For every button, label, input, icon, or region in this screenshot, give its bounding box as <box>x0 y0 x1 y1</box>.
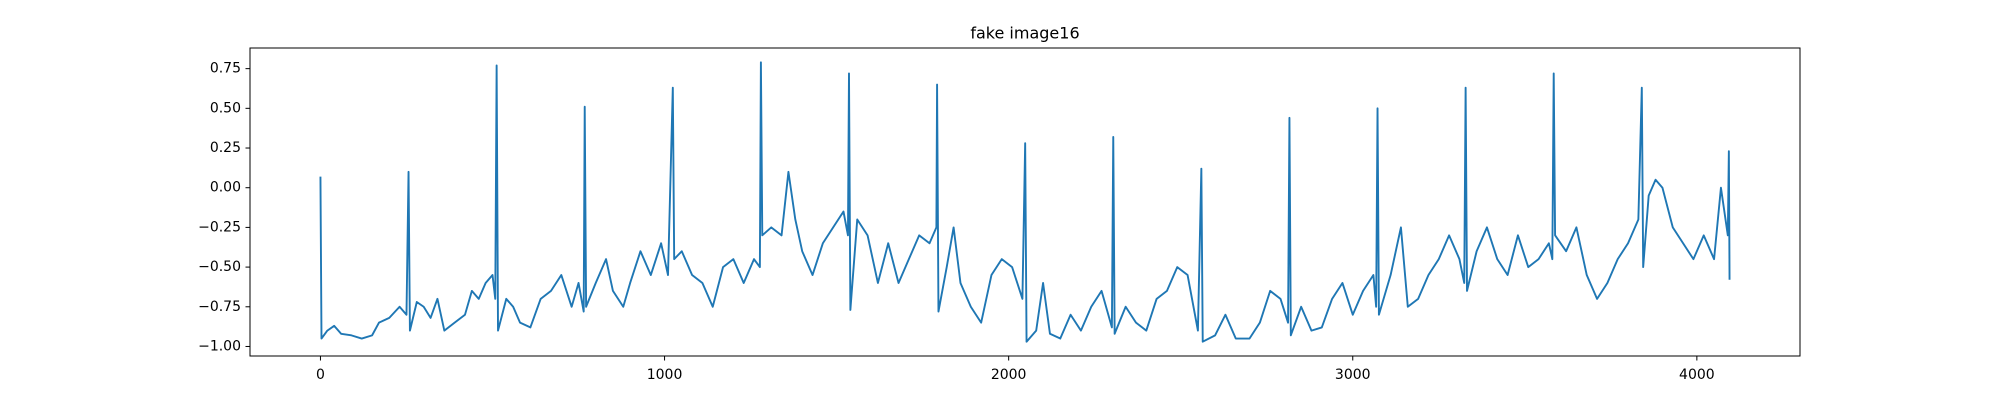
x-tick-label: 1000 <box>647 367 683 383</box>
data-line <box>319 61 1731 343</box>
plot-frame <box>249 47 1801 357</box>
x-tick-label: 4000 <box>1679 367 1715 383</box>
y-tick-label: 0.50 <box>210 100 241 116</box>
y-tick-label: 0.25 <box>210 140 241 156</box>
x-tick-label: 0 <box>316 367 325 383</box>
x-tick-label: 2000 <box>991 367 1027 383</box>
chart-title: fake image16 <box>970 24 1079 43</box>
y-tick-label: −0.25 <box>198 219 241 235</box>
x-tick-label: 3000 <box>1335 367 1371 383</box>
y-tick-label: −0.75 <box>198 299 241 315</box>
y-tick-label: 0.00 <box>210 180 241 196</box>
y-tick-label: 0.75 <box>210 61 241 77</box>
y-tick-label: −0.50 <box>198 259 241 275</box>
y-tick-label: −1.00 <box>198 338 241 354</box>
